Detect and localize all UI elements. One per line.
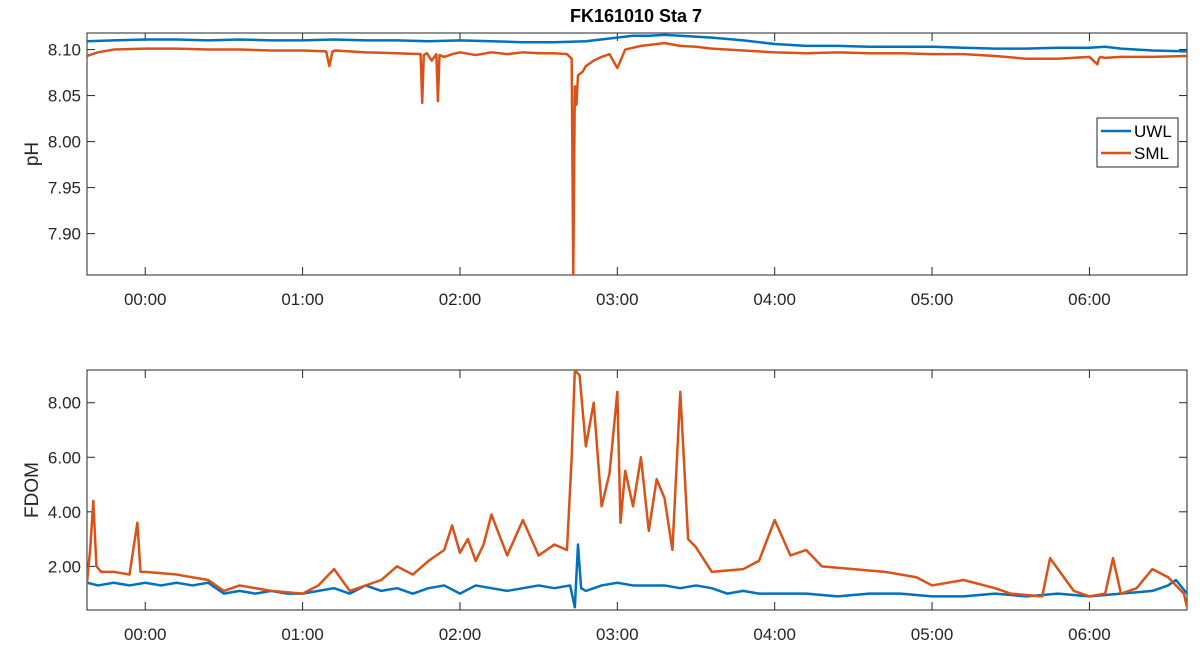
fdom-panel: 00:00 01:00 02:00 03:00 04:00 05:00 06:00 2.00… — [22, 369, 1188, 644]
ph-plot-frame — [86, 32, 1188, 276]
x-tick-label: 01:00 — [281, 290, 324, 309]
x-tick-label: 00:00 — [124, 625, 167, 644]
fdom-x-ticks: 00:00 01:00 02:00 03:00 04:00 05:00 06:00 — [124, 370, 1111, 644]
y-tick-label: 8.00 — [48, 394, 81, 413]
x-tick-label: 06:00 — [1068, 290, 1111, 309]
y-tick-label: 2.00 — [48, 557, 81, 576]
fdom-plot-frame — [86, 369, 1188, 611]
y-tick-label: 8.10 — [48, 41, 81, 60]
legend-box — [1096, 117, 1179, 168]
x-tick-label: 02:00 — [439, 625, 482, 644]
y-tick-label: 7.90 — [48, 225, 81, 244]
fdom-y-axis-label: FDOM — [22, 462, 43, 518]
ph-y-ticks: 7.90 7.95 8.00 8.05 8.10 — [48, 41, 1187, 244]
series-line-uwl — [87, 33, 1187, 53]
ph-series-lines — [87, 33, 1187, 275]
x-tick-label: 01:00 — [281, 625, 324, 644]
figure-title: FK161010 Sta 7 — [570, 6, 702, 26]
y-tick-label: 8.00 — [48, 133, 81, 152]
legend-label-sml: SML — [1134, 144, 1169, 163]
ph-x-ticks: 00:00 01:00 02:00 03:00 04:00 05:00 06:00 — [124, 33, 1111, 309]
x-tick-label: 03:00 — [596, 290, 639, 309]
y-tick-label: 4.00 — [48, 503, 81, 522]
y-tick-label: 8.05 — [48, 87, 81, 106]
series-line-uwl — [87, 543, 1187, 609]
x-tick-label: 03:00 — [596, 625, 639, 644]
x-tick-label: 04:00 — [753, 625, 796, 644]
y-tick-label: 7.95 — [48, 179, 81, 198]
x-tick-label: 06:00 — [1068, 625, 1111, 644]
x-tick-label: 02:00 — [439, 290, 482, 309]
series-line-sml — [87, 370, 1187, 608]
ph-panel: 00:00 01:00 02:00 03:00 04:00 05:00 06:00 7.90… — [22, 32, 1188, 309]
x-tick-label: 05:00 — [911, 625, 954, 644]
ph-y-axis-label: pH — [22, 142, 43, 166]
x-tick-label: 04:00 — [753, 290, 796, 309]
series-line-sml — [87, 41, 1187, 275]
fdom-series-lines — [87, 370, 1187, 609]
x-tick-label: 00:00 — [124, 290, 167, 309]
x-tick-label: 05:00 — [911, 290, 954, 309]
legend-label-uwl: UWL — [1134, 122, 1172, 141]
fdom-y-ticks: 2.00 4.00 6.00 8.00 — [48, 394, 1187, 576]
y-tick-label: 6.00 — [48, 448, 81, 467]
ph-legend: UWL SML — [1096, 117, 1179, 168]
